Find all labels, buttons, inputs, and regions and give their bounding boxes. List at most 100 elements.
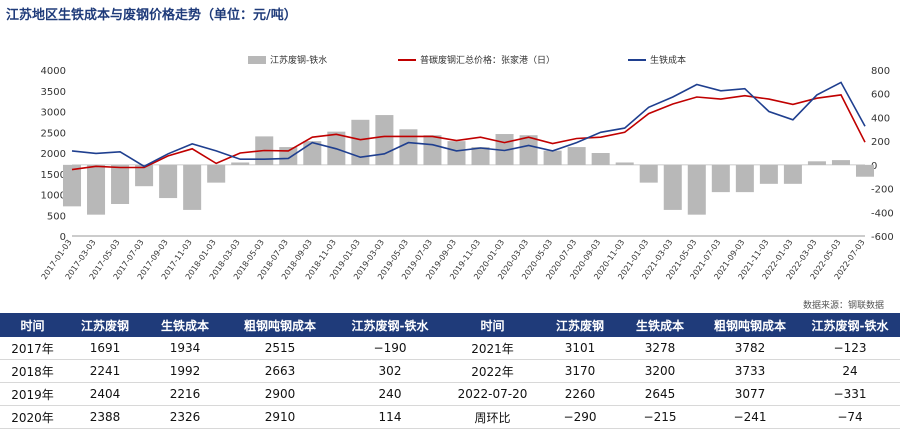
table-cell: 2388 [89, 410, 121, 424]
bar [111, 164, 130, 204]
bar [519, 135, 538, 165]
table-cell: 2326 [169, 410, 201, 424]
table-cell: 1934 [169, 341, 201, 355]
left-tick-label: 4000 [41, 66, 66, 77]
table-row: 2019年 2404 2216 2900 240 2022-07-20 2260 2645 30… [0, 383, 900, 406]
table-cell: −123 [833, 341, 867, 355]
left-tick-label: 0 [60, 232, 66, 243]
table-cell: 2018年 [11, 364, 54, 379]
table-header-cell: 粗钢吨钢成本 [225, 313, 335, 337]
table-cell: 2645 [644, 387, 676, 401]
bar [207, 164, 226, 183]
table-cell: 3101 [564, 341, 596, 355]
table-row: 2017年 1691 1934 2515 −190 2021年 3101 3278 3782 −1… [0, 337, 900, 360]
table-cell: −74 [837, 410, 863, 424]
bar [687, 164, 706, 215]
bar [471, 147, 490, 165]
bar [447, 141, 466, 165]
table-cell: 2900 [264, 387, 296, 401]
bar [543, 150, 562, 165]
table-header-cell: 生铁成本 [145, 313, 225, 337]
table-cell: 2021年 [471, 341, 514, 356]
table-header-cell: 生铁成本 [620, 313, 700, 337]
data-source: 数据来源：钢联数据 [802, 301, 884, 311]
table-header-cell: 时间 [0, 313, 65, 337]
table-row: 2020年 2388 2326 2910 114 周环比 −290 −215 −241 −74 [0, 406, 900, 429]
left-tick-label: 3500 [41, 87, 66, 98]
bar [759, 164, 778, 184]
left-tick-label: 1500 [41, 170, 66, 181]
table-cell: 2515 [264, 341, 296, 355]
right-tick-label: -400 [871, 208, 894, 219]
table-row: 2018年 2241 1992 2663 302 2022年 3170 3200 3733 24 [0, 360, 900, 383]
bar [615, 162, 634, 165]
table-cell: 2663 [264, 364, 296, 378]
table-cell: −190 [373, 341, 407, 355]
table-header-cell: 江苏废钢-铁水 [335, 313, 445, 337]
table-cell: −241 [733, 410, 767, 424]
table-cell: −331 [833, 387, 867, 401]
table-header-cell: 江苏废钢 [540, 313, 620, 337]
left-tick-label: 2000 [41, 149, 66, 160]
table-cell: 2022年 [471, 364, 514, 379]
bar [783, 164, 802, 184]
table-header-cell: 江苏废钢 [65, 313, 145, 337]
table-cell: 2910 [264, 410, 296, 424]
right-tick-label: -200 [871, 185, 894, 196]
series-line [71, 81, 866, 168]
table-cell: 240 [378, 387, 402, 401]
table-cell: 1992 [169, 364, 201, 378]
bar [423, 135, 442, 165]
bar [591, 153, 610, 165]
series-line [71, 94, 866, 171]
bar [303, 141, 322, 165]
left-tick-label: 3000 [41, 108, 66, 119]
table-cell: 2260 [564, 387, 596, 401]
bar [87, 164, 106, 215]
table-cell: 3782 [734, 341, 766, 355]
bar [279, 147, 298, 165]
table-cell: 周环比 [474, 410, 511, 425]
bar [135, 164, 154, 187]
table-cell: 2019年 [11, 387, 54, 402]
table-cell: 2017年 [11, 341, 54, 356]
bar [735, 164, 754, 193]
bar [711, 164, 730, 193]
bar [399, 129, 418, 165]
table-header-cell: 江苏废钢-铁水 [800, 313, 900, 337]
left-tick-label: 2500 [41, 128, 66, 139]
bar [639, 164, 658, 183]
right-tick-label: 0 [871, 161, 877, 172]
table-cell: 3733 [734, 364, 766, 378]
table-cell: 3200 [644, 364, 676, 378]
legend-label: 普碳废钢汇总价格：张家港（日） [420, 54, 555, 66]
table-cell: 3278 [644, 341, 676, 355]
table-cell: 24 [842, 364, 858, 378]
table-body: 2017年 1691 1934 2515 −190 2021年 3101 3278 3782 −1… [0, 337, 900, 429]
table-cell: 3077 [734, 387, 766, 401]
table-cell: 2020年 [11, 410, 54, 425]
summary-table: 时间 江苏废钢 生铁成本 粗钢吨钢成本 江苏废钢-铁水 时间 江苏废钢 生铁成本 粗钢吨钢成本江… [0, 313, 900, 429]
legend-label: 江苏废钢-铁水 [270, 54, 327, 66]
bar [231, 162, 250, 165]
legend-swatch [248, 56, 266, 64]
bar [62, 164, 82, 207]
table-cell: 2216 [169, 387, 201, 401]
table-cell: 2022-07-20 [457, 387, 528, 401]
left-tick-label: 500 [47, 211, 66, 222]
table-header-cell: 粗钢吨钢成本 [700, 313, 800, 337]
bar [375, 115, 394, 165]
table-cell: 302 [378, 364, 402, 378]
right-tick-label: 800 [871, 66, 890, 77]
table-cell: −215 [643, 410, 677, 424]
right-tick-label: 400 [871, 113, 890, 124]
chart-svg: 05001000150020002500300035004000-600-400… [40, 54, 894, 281]
right-tick-label: -600 [871, 232, 894, 243]
bar [831, 160, 850, 165]
bar [663, 164, 682, 210]
table-cell: 1691 [89, 341, 121, 355]
table-cell: 2241 [89, 364, 121, 378]
bar [183, 164, 202, 210]
chart-title: 江苏地区生铁成本与废钢价格走势（单位：元/吨） [6, 8, 297, 23]
bar [807, 161, 826, 165]
